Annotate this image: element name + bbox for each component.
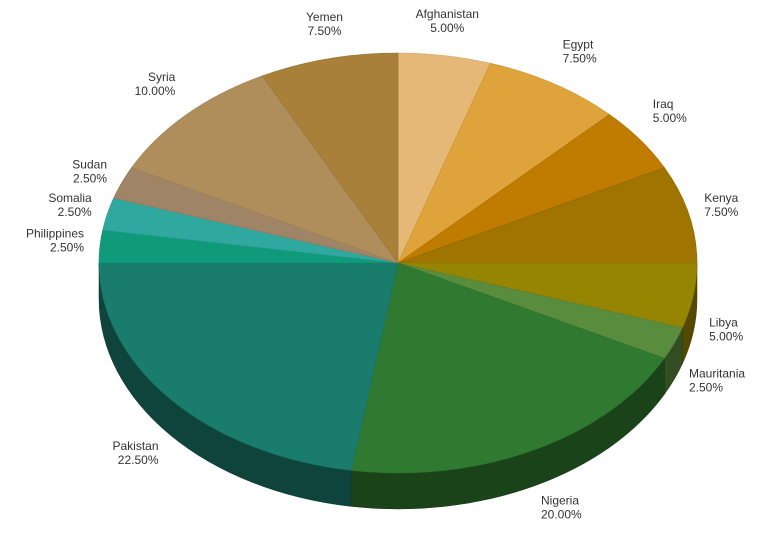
pie-label-mauritania: Mauritania <box>689 367 745 381</box>
pie-value-philippines: 2.50% <box>50 240 84 254</box>
pie-slices <box>98 52 698 474</box>
pie-label-nigeria: Nigeria <box>541 493 579 507</box>
pie-sides <box>98 262 698 510</box>
pie-slice-yemen[interactable] <box>261 52 399 264</box>
pie-value-sudan: 2.50% <box>73 172 107 186</box>
pie-slice-kenya[interactable] <box>397 167 698 264</box>
pie-label-pakistan: Pakistan <box>112 439 158 453</box>
pie-label-libya: Libya <box>709 315 738 329</box>
pie-label-iraq: Iraq <box>653 97 674 111</box>
pie-label-philippines: Philippines <box>26 226 84 240</box>
pie-value-libya: 5.00% <box>709 329 743 343</box>
pie-label-somalia: Somalia <box>48 191 92 205</box>
pie-value-syria: 10.00% <box>135 84 176 98</box>
pie-value-iraq: 5.00% <box>653 111 687 125</box>
pie-value-pakistan: 22.50% <box>118 453 159 467</box>
pie-value-afghanistan: 5.00% <box>430 21 464 35</box>
pie-value-mauritania: 2.50% <box>689 381 723 395</box>
pie-slice-egypt[interactable] <box>397 62 610 264</box>
pie-slice-syria[interactable] <box>131 75 399 264</box>
pie-value-somalia: 2.50% <box>58 205 92 219</box>
pie-value-nigeria: 20.00% <box>541 507 582 521</box>
pie-value-egypt: 7.50% <box>563 51 597 65</box>
pie-value-kenya: 7.50% <box>704 205 738 219</box>
pie-label-afghanistan: Afghanistan <box>416 7 479 21</box>
pie-label-sudan: Sudan <box>72 158 107 172</box>
pie-labels: Afghanistan5.00%Egypt7.50%Iraq5.00%Kenya… <box>26 7 745 522</box>
pie-label-yemen: Yemen <box>306 10 343 24</box>
pie-label-egypt: Egypt <box>563 37 594 51</box>
pie-slice-nigeria[interactable] <box>350 262 665 474</box>
pie-slice-pakistan[interactable] <box>98 262 399 471</box>
pie-value-yemen: 7.50% <box>307 24 341 38</box>
pie-label-syria: Syria <box>148 70 176 84</box>
pie-label-kenya: Kenya <box>704 191 738 205</box>
